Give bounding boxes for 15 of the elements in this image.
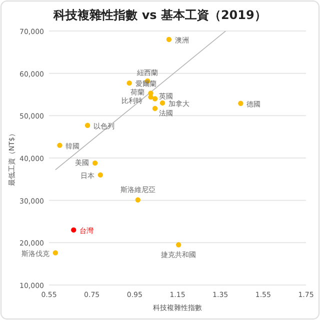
point — [84, 122, 90, 128]
point — [176, 242, 182, 248]
point — [152, 106, 158, 112]
point — [98, 172, 103, 178]
point — [126, 80, 132, 86]
point — [160, 100, 166, 106]
point — [52, 250, 58, 256]
point — [135, 197, 140, 203]
chart-title: 科技複雜性指數 vs 基本工資（2019） — [52, 8, 266, 22]
point — [92, 160, 98, 166]
point — [57, 142, 62, 148]
point — [152, 96, 158, 102]
point — [238, 100, 244, 106]
point — [71, 227, 76, 233]
point — [166, 36, 172, 42]
